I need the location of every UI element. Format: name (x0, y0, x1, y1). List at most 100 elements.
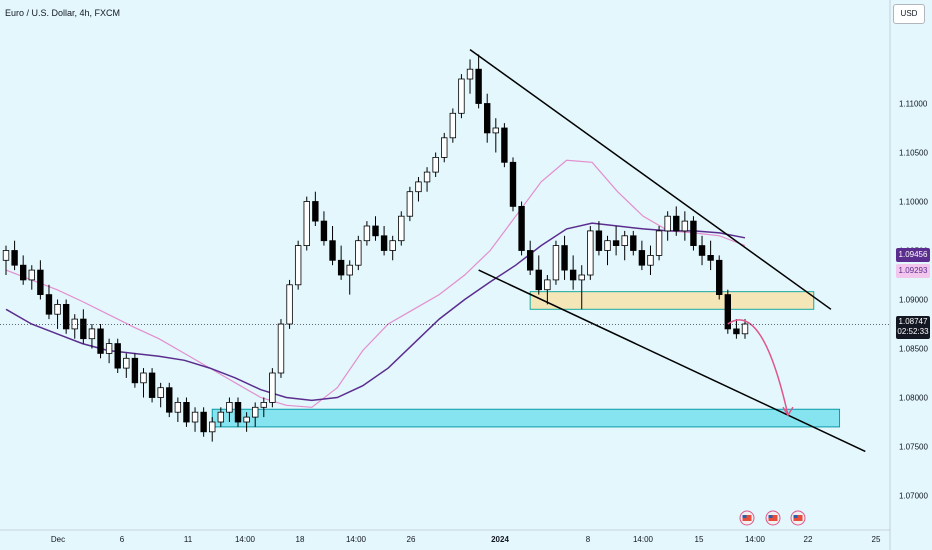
candle-down (183, 401, 190, 423)
candle-down (612, 240, 620, 246)
candle-down (475, 68, 482, 104)
y-tick-label: 1.10500 (899, 149, 928, 158)
candle-down (380, 235, 388, 251)
candle-up (406, 191, 414, 217)
candle-up (277, 323, 285, 374)
candle-up (398, 215, 405, 242)
x-tick-label: 25 (872, 535, 881, 544)
candle-up (621, 235, 628, 247)
candle-up (587, 230, 594, 276)
candle-up (105, 343, 113, 354)
candle-down (320, 220, 328, 242)
candle-up (2, 250, 10, 261)
candle-up (552, 245, 560, 281)
candle-up (741, 323, 749, 335)
currency-button[interactable]: USD (893, 4, 925, 24)
candle-up (544, 279, 551, 291)
ma-fast-price-label: 1.09293 (896, 263, 930, 278)
channel-trendline (478, 269, 866, 453)
event-flag-icon[interactable] (790, 510, 806, 526)
candle-up (664, 215, 671, 232)
candle-up (346, 264, 353, 276)
x-tick-label: 22 (804, 535, 813, 544)
y-tick-label: 1.07500 (899, 443, 928, 452)
zone-layer (211, 291, 841, 428)
x-tick-label: 26 (407, 535, 416, 544)
x-tick-label: 14:00 (346, 535, 367, 544)
candle-up (432, 156, 439, 173)
candle-up (449, 112, 457, 139)
y-tick-label: 1.08000 (899, 394, 928, 403)
candle-down (630, 235, 637, 251)
candle-down (733, 328, 740, 335)
candle-up (157, 387, 164, 398)
x-tick-label: 14:00 (745, 535, 766, 544)
candle-down (724, 294, 732, 330)
candle-up (209, 421, 216, 433)
candle-up (174, 401, 182, 413)
y-tick-label: 1.07000 (899, 492, 928, 501)
candle-up (415, 181, 422, 193)
candle-down (11, 250, 18, 266)
candle-up (423, 171, 431, 183)
ma-fast-line (5, 159, 746, 408)
candle-up (123, 357, 130, 369)
x-tick-label: 15 (695, 535, 704, 544)
candle-up (243, 416, 250, 423)
ma-slow-line (5, 222, 746, 402)
event-flags (739, 510, 806, 526)
y-tick-label: 1.08500 (899, 345, 928, 354)
candle-up (681, 220, 689, 232)
y-tick-label: 1.11000 (899, 100, 928, 109)
candle-down (698, 245, 706, 256)
candle-up (28, 269, 35, 281)
candle-up (140, 372, 147, 384)
candle-down (80, 318, 87, 340)
candle-up (252, 406, 259, 418)
ma-slow-price-label: 1.09456 (896, 247, 930, 262)
candle-down (535, 269, 542, 291)
candle-up (303, 201, 310, 246)
candle-up (294, 245, 302, 286)
candle-down (329, 240, 336, 261)
candle-down (569, 269, 577, 281)
event-flag-icon[interactable] (739, 510, 755, 526)
event-flag-icon[interactable] (765, 510, 781, 526)
candle-down (337, 259, 345, 276)
candle-up (355, 240, 362, 266)
candle-up (269, 372, 276, 403)
candle-up (71, 318, 78, 330)
moving-average-layer (5, 159, 746, 408)
current-price-label: 1.08747 02:52:33 (896, 316, 930, 340)
candle-down (148, 372, 156, 398)
x-tick-label: 11 (184, 535, 193, 544)
candle-layer (2, 54, 749, 442)
candle-down (166, 387, 173, 413)
candle-down (526, 250, 534, 271)
x-axis[interactable]: Dec 6 11 14:00 18 14:00 26 2024 8 14:00 15 14:00 22 2… (51, 535, 881, 544)
candle-up (88, 328, 96, 340)
x-tick-label: 2024 (491, 535, 509, 544)
candle-up (492, 127, 499, 134)
candle-down (638, 250, 646, 266)
candle-up (363, 225, 371, 242)
projection-path (727, 319, 789, 416)
candle-up (466, 68, 474, 80)
candle-down (673, 215, 680, 232)
candle-down (312, 201, 319, 222)
channel-trendline (469, 48, 832, 310)
candle-up (578, 274, 585, 281)
y-axis[interactable]: 1.110001.105001.100001.095001.090001.085… (899, 100, 928, 501)
candle-down (45, 294, 53, 315)
trendline-layer (469, 48, 866, 453)
candle-down (114, 343, 121, 369)
symbol-label: Euro / U.S. Dollar, 4h, FXCM (5, 8, 121, 18)
candle-down (707, 254, 714, 261)
x-tick-label: 14:00 (235, 535, 256, 544)
upper-zone (529, 291, 815, 310)
candle-up (54, 303, 61, 315)
x-tick-label: 14:00 (633, 535, 654, 544)
candle-down (595, 230, 603, 251)
